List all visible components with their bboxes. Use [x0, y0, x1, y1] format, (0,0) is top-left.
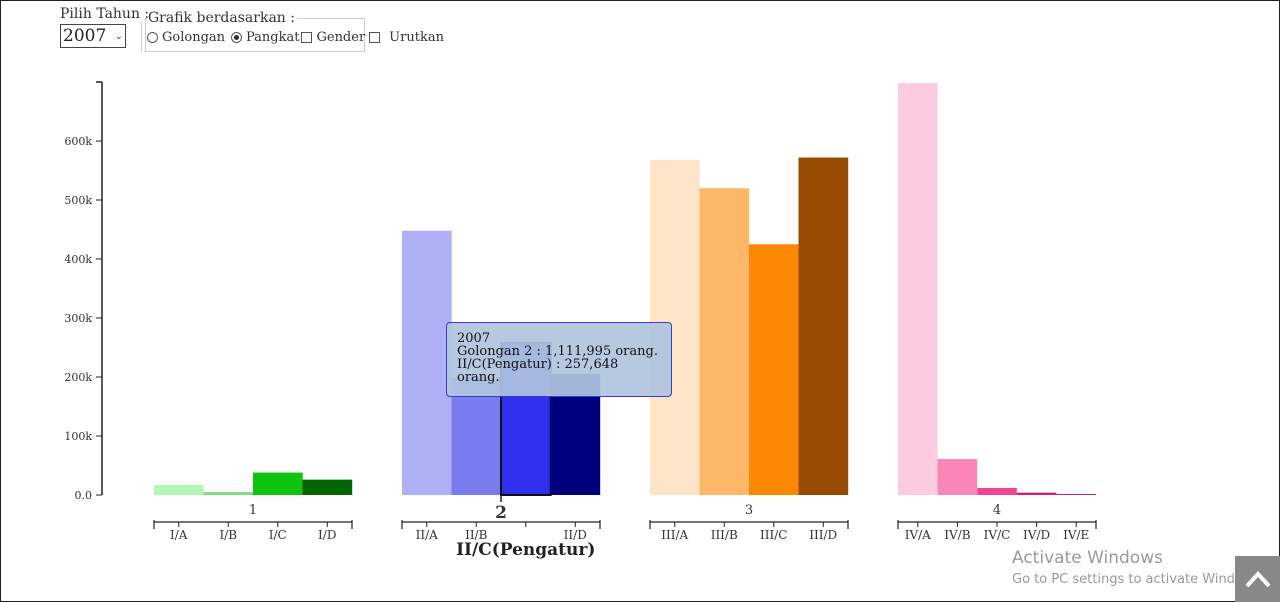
group-label: 1: [249, 503, 257, 518]
bar-i-d: [302, 479, 353, 495]
group-label: 4: [993, 503, 1001, 518]
bar-label: II/D: [564, 528, 587, 542]
bar-iii-b: [699, 188, 750, 495]
y-tick-label: 600k: [64, 135, 92, 148]
axis-layer: 0.0 100k 200k 300k 400k 500k 600k 1 I/A I/B I/C I/D…: [64, 81, 1097, 560]
chart-mode-group: Grafik berdasarkan :: [145, 10, 365, 52]
year-picker: Pilih Tahun : 2007 ⌄: [60, 6, 149, 48]
hovered-bar-label: II/C(Pengatur): [456, 540, 595, 560]
watermark-title: Activate Windows: [1012, 548, 1163, 568]
bar-iv-c: [977, 487, 1017, 495]
gender-checkbox[interactable]: [301, 32, 313, 43]
bar-label: IV/A: [905, 528, 931, 542]
tooltip-group-total: Golongan 2 : 1,111,995 orang.: [457, 344, 658, 359]
bar-label: IV/B: [944, 528, 970, 542]
bar-label: I/A: [170, 528, 188, 542]
chart-mode-options: Golongan Pangkat Gender Urutkan: [147, 30, 450, 45]
year-value: 2007: [63, 26, 107, 46]
bar-iv-d: [1016, 492, 1057, 495]
bar-ii-a: [402, 230, 452, 495]
pangkat-label: Pangkat: [246, 30, 300, 45]
y-tick-label: 400k: [64, 253, 92, 266]
year-label: Pilih Tahun :: [60, 6, 150, 22]
year-select[interactable]: 2007 ⌄: [60, 24, 126, 48]
bar-label: I/B: [219, 528, 237, 542]
urutkan-checkbox[interactable]: [369, 32, 381, 43]
y-tick-label: 500k: [64, 194, 92, 207]
scroll-top-button[interactable]: [1235, 556, 1280, 602]
bar-label: III/A: [661, 528, 688, 542]
chevron-down-icon: ⌄: [114, 30, 123, 42]
bar-iv-a: [898, 83, 938, 496]
bar-iv-b: [937, 459, 978, 495]
bar-label: IV/D: [1023, 528, 1050, 542]
bar-label: III/B: [711, 528, 738, 542]
bar-i-a: [154, 484, 204, 495]
bar-label: I/D: [318, 528, 336, 542]
bar-label: I/C: [269, 528, 287, 542]
bar-i-b: [203, 492, 254, 495]
y-tick-label: 300k: [64, 312, 92, 325]
group-label: 2: [495, 503, 507, 523]
gender-label: Gender: [316, 30, 366, 45]
bar-label: III/D: [809, 528, 837, 542]
tooltip-bar-value: II/C(Pengatur) : 257,648 orang.: [457, 357, 619, 385]
bar-iii-c: [749, 244, 799, 495]
bars-layer: [154, 83, 1096, 496]
golongan-label: Golongan: [162, 30, 226, 45]
pangkat-radio[interactable]: [231, 32, 243, 43]
y-tick-label: 0.0: [75, 489, 93, 502]
bar-iii-d: [798, 157, 849, 495]
urutkan-label: Urutkan: [389, 30, 444, 45]
bar-label: IV/E: [1063, 528, 1089, 542]
tooltip: 2007 Golongan 2 : 1,111,995 orang. II/C(…: [446, 322, 672, 397]
golongan-radio[interactable]: [147, 32, 158, 43]
bar-label: IV/C: [984, 528, 1011, 542]
bar-label: II/B: [465, 528, 488, 542]
divider: [141, 22, 142, 52]
tooltip-year: 2007: [457, 331, 491, 346]
activate-windows-watermark: Activate Windows Go to PC settings to ac…: [1012, 548, 1264, 587]
bar-iv-e: [1056, 494, 1096, 495]
chevron-up-icon: [1245, 571, 1270, 588]
y-tick-label: 100k: [64, 430, 92, 443]
watermark-subtitle: Go to PC settings to activate Windows.: [1012, 572, 1265, 587]
bar-label: III/C: [760, 528, 787, 542]
group-label: 3: [745, 503, 753, 518]
bar-i-c: [253, 472, 303, 495]
y-tick-label: 200k: [64, 371, 92, 384]
bar-label: II/A: [416, 528, 439, 542]
chart-mode-legend: Grafik berdasarkan :: [148, 10, 295, 26]
